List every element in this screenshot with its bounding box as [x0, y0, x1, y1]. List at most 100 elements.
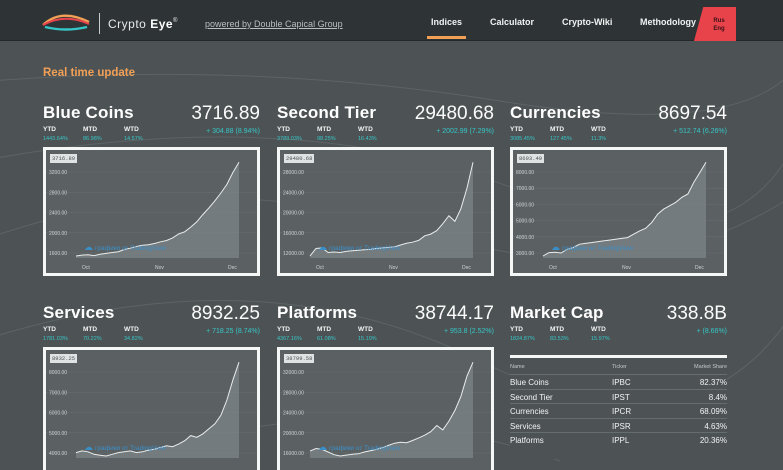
index-value: 29480.68 — [414, 103, 494, 124]
crypto-eye-logo-icon[interactable] — [41, 10, 91, 32]
nav-tab-crypto-wiki[interactable]: Crypto-Wiki — [562, 17, 613, 27]
index-change: + 304.88 (8.94%) — [206, 128, 260, 135]
y-tick-label: 28000.00 — [283, 390, 304, 396]
series-area — [76, 162, 239, 258]
brand-title[interactable]: Crypto Eye® — [108, 17, 178, 31]
nav-tab-indices[interactable]: Indices — [426, 17, 467, 39]
row-name: Platforms — [510, 436, 544, 445]
table-row[interactable]: Services IPSR 4.63% — [510, 417, 727, 432]
wtd-value: 11.3% — [591, 136, 607, 142]
ytd-label: YTD — [43, 126, 56, 133]
index-chart[interactable]: 8000.00 7000.00 6000.00 5000.00 4000.00 8932.… — [43, 347, 260, 470]
row-name: Currencies — [510, 407, 549, 416]
y-tick-label: 20000.00 — [283, 211, 304, 217]
table-header-name: Name — [510, 364, 525, 370]
tradingview-cloud-icon: ☁ — [84, 242, 93, 252]
mtd-value: 98.25% — [317, 136, 336, 142]
index-name: Services — [43, 303, 115, 322]
tradingview-credit-text: графики от TradingView — [329, 445, 400, 452]
tradingview-credit-text: графики от TradingView — [95, 445, 166, 452]
tradingview-credit[interactable]: ☁ графики от TradingView — [318, 242, 400, 253]
wtd-label: WTD — [124, 326, 139, 333]
ytd-value: 3789.03% — [277, 136, 302, 142]
mtd-label: MTD — [83, 326, 98, 333]
table-row[interactable]: Blue Coins IPBC 82.37% — [510, 374, 727, 388]
index-chart[interactable]: 32000.00 28000.00 24000.00 20000.00 16000.00… — [277, 347, 494, 470]
index-card-services[interactable]: Services 8932.25 YTD MTD WTD 1781.03% 70.22% 34… — [43, 303, 260, 470]
nav-tab-calculator[interactable]: Calculator — [490, 17, 535, 27]
y-tick-label: 16000.00 — [283, 451, 304, 457]
index-value: 8932.25 — [191, 303, 260, 324]
table-row[interactable]: Platforms IPPL 20.36% — [510, 432, 727, 446]
mtd-value: 127.45% — [550, 136, 572, 142]
table-header-market-share: Market Share — [693, 364, 727, 370]
index-card-second-tier[interactable]: Second Tier 29480.68 YTD MTD WTD 3789.03% 98.2… — [277, 103, 494, 276]
tradingview-credit[interactable]: ☁ графики от TradingView — [84, 442, 166, 453]
logo-divider — [99, 13, 100, 34]
y-tick-label: 2400.00 — [49, 211, 67, 217]
series-area — [543, 162, 706, 258]
wtd-label: WTD — [358, 126, 373, 133]
tradingview-credit[interactable]: ☁ графики от TradingView — [551, 242, 633, 253]
y-tick-label: 3200.00 — [49, 170, 67, 176]
mtd-label: MTD — [83, 126, 98, 133]
wtd-value: 15.19% — [358, 336, 377, 342]
y-tick-label: 16000.00 — [283, 231, 304, 237]
y-tick-label: 5000.00 — [49, 431, 67, 437]
tradingview-credit-text: графики от TradingView — [329, 245, 400, 252]
x-tick-label: Oct — [549, 265, 557, 271]
lang-option-eng[interactable]: Eng — [713, 26, 725, 32]
row-ticker: IPST — [612, 392, 630, 402]
x-tick-label: Dec — [228, 265, 237, 271]
chart-canvas[interactable]: 8000.00 7000.00 6000.00 5000.00 4000.00 3000.… — [513, 150, 724, 273]
tradingview-credit[interactable]: ☁ графики от TradingView — [318, 442, 400, 453]
index-chart[interactable]: 3200.00 2800.00 2400.00 2000.00 1600.00 Oct No… — [43, 147, 260, 276]
series-area — [310, 362, 473, 458]
index-change: + 953.8 (2.52%) — [443, 328, 494, 335]
wtd-value: 34.82% — [124, 336, 143, 342]
tradingview-cloud-icon: ☁ — [84, 442, 93, 452]
index-chart[interactable]: 28000.00 24000.00 20000.00 16000.00 12000.00… — [277, 147, 494, 276]
table-row[interactable]: Currencies IPCR 68.09% — [510, 403, 727, 417]
row-share: 68.09% — [699, 407, 727, 416]
index-change: + 718.25 (8.74%) — [206, 328, 260, 335]
lang-option-rus[interactable]: Rus — [713, 18, 725, 24]
index-chart[interactable]: 8000.00 7000.00 6000.00 5000.00 4000.00 3000.… — [510, 147, 727, 276]
tradingview-cloud-icon: ☁ — [318, 242, 327, 252]
tradingview-credit[interactable]: ☁ графики от TradingView — [84, 242, 166, 253]
index-card-currencies[interactable]: Currencies 8697.54 YTD MTD WTD 3085.45% 127.45… — [510, 103, 727, 276]
chart-canvas[interactable]: 28000.00 24000.00 20000.00 16000.00 12000.00… — [280, 150, 491, 273]
table-row[interactable]: Second Tier IPST 8.4% — [510, 388, 727, 403]
x-tick-label: Oct — [82, 265, 90, 271]
powered-by-link[interactable]: powered by Double Capical Group — [205, 19, 343, 29]
last-price-tag: 3716.89 — [50, 154, 78, 163]
index-card-platforms[interactable]: Platforms 38744.17 YTD MTD WTD 4367.16% 61.08%… — [277, 303, 494, 470]
mtd-label: MTD — [550, 326, 565, 333]
mtd-label: MTD — [317, 126, 332, 133]
row-name: Blue Coins — [510, 378, 549, 387]
wtd-label: WTD — [124, 126, 139, 133]
chart-canvas[interactable]: 8000.00 7000.00 6000.00 5000.00 4000.00 — [46, 350, 257, 470]
ytd-value: 1824.87% — [510, 336, 535, 342]
ytd-label: YTD — [510, 126, 523, 133]
last-price-tag: 29480.68 — [284, 154, 315, 163]
index-name: Market Cap — [510, 303, 604, 322]
tradingview-credit-text: графики от TradingView — [95, 245, 166, 252]
index-card-blue-coins[interactable]: Blue Coins 3716.89 YTD MTD WTD 1443.64% 86.98%… — [43, 103, 260, 276]
index-change: + 2002.99 (7.29%) — [436, 128, 494, 135]
index-card-market-cap[interactable]: Market Cap 338.8B YTD MTD WTD 1824.87% 83.53% 1… — [510, 303, 727, 353]
chart-canvas[interactable]: 3200.00 2800.00 2400.00 2000.00 1600.00 Oct No… — [46, 150, 257, 273]
ytd-value: 1781.03% — [43, 336, 68, 342]
tradingview-cloud-icon: ☁ — [551, 242, 560, 252]
tradingview-cloud-icon: ☁ — [318, 442, 327, 452]
row-ticker: IPPL — [612, 436, 630, 445]
index-name: Second Tier — [277, 103, 377, 122]
row-ticker: IPSR — [612, 421, 631, 431]
language-switch[interactable]: Rus Eng — [694, 7, 736, 41]
index-value: 3716.89 — [191, 103, 260, 124]
nav-tab-methodology[interactable]: Methodology — [640, 17, 696, 27]
chart-canvas[interactable]: 32000.00 28000.00 24000.00 20000.00 16000.00 — [280, 350, 491, 470]
ytd-label: YTD — [510, 326, 523, 333]
y-tick-label: 2800.00 — [49, 190, 67, 196]
top-navigation-bar: Crypto Eye® powered by Double Capical Gr… — [0, 0, 783, 41]
